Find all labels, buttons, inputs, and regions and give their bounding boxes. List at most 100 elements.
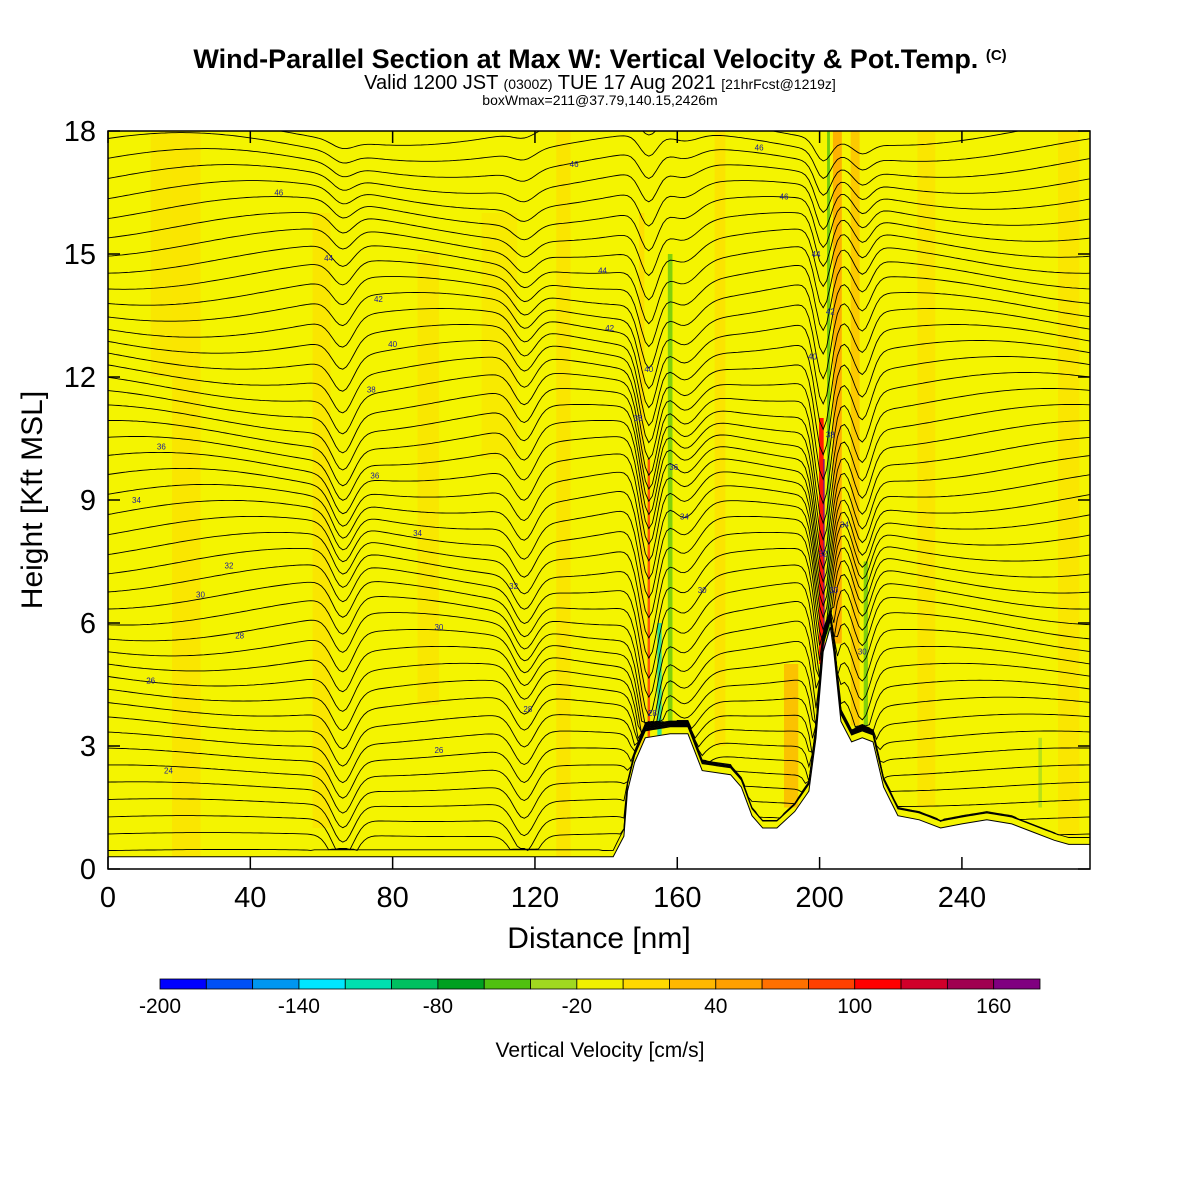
theta-contour-label: 46 <box>570 160 579 169</box>
colorbar-swatch <box>669 978 717 990</box>
theta-isoline <box>108 616 1090 814</box>
colorbar-swatch <box>391 978 439 990</box>
colorbar-swatch <box>483 978 531 990</box>
theta-isoline <box>108 388 1090 525</box>
theta-contour-label: 38 <box>634 414 643 423</box>
colorbar-swatch <box>761 978 809 990</box>
theta-contour-label: 40 <box>644 365 653 374</box>
theta-isoline <box>108 611 1090 727</box>
theta-contour-label: 26 <box>146 676 155 685</box>
boxwmax-info: boxWmax=211@37.79,140.15,2426m <box>482 92 718 108</box>
velocity-band <box>917 131 936 808</box>
theta-isoline <box>108 614 1090 756</box>
y-tick-label: 18 <box>64 116 96 148</box>
theta-isoline <box>108 617 1090 829</box>
colorbar-swatch <box>946 978 995 990</box>
x-axis-title: Distance [nm] <box>507 922 690 955</box>
x-tick-label: 200 <box>795 882 843 914</box>
y-tick-label: 15 <box>64 239 96 271</box>
theta-contour-label: 32 <box>509 582 518 591</box>
theta-isoline <box>108 404 1090 542</box>
velocity-band <box>657 623 662 771</box>
y-tick-label: 6 <box>80 608 96 640</box>
colorbar-tick-label: -140 <box>278 995 320 1018</box>
colorbar-swatch <box>576 978 624 990</box>
theta-contour-label: 30 <box>196 590 205 599</box>
theta-contour-label: 28 <box>648 709 657 718</box>
theta-isoline <box>108 260 1090 348</box>
theta-isoline <box>108 596 1090 717</box>
theta-contour-label: 46 <box>780 193 789 202</box>
theta-isoline <box>108 614 1090 767</box>
velocity-band <box>832 131 842 644</box>
theta-isoline <box>108 499 1090 619</box>
x-tick-label: 80 <box>377 882 409 914</box>
theta-isoline <box>108 308 1090 409</box>
theta-isoline <box>108 212 1090 277</box>
theta-isoline <box>108 132 1090 179</box>
theta-contour-label: 28 <box>523 705 532 714</box>
theta-isoline <box>108 276 1090 369</box>
plot-area: 46 46 46 46 44 44 44 42 42 42 40 40 40 38 38 38 36 36 36 34… <box>108 131 1090 869</box>
theta-contour-label: 26 <box>434 746 443 755</box>
colorbar-swatch <box>205 978 254 990</box>
velocity-band <box>714 131 726 746</box>
x-tick-label: 160 <box>653 882 701 914</box>
colorbar-swatch <box>252 978 300 990</box>
theta-contour-label: 42 <box>605 324 614 333</box>
y-tick-label: 0 <box>80 854 96 886</box>
theta-contour-label: 38 <box>826 430 835 439</box>
theta-isoline <box>108 356 1090 481</box>
theta-isoline <box>108 420 1090 557</box>
x-tick-label: 240 <box>938 882 986 914</box>
colorbar-tick-label: 100 <box>837 995 872 1018</box>
velocity-band <box>417 254 439 705</box>
colorbar-tick-label: -200 <box>139 995 181 1018</box>
theta-contour-label: 40 <box>388 340 397 349</box>
theta-contour-label: 42 <box>826 307 835 316</box>
theta-isoline <box>108 340 1090 456</box>
theta-contour-label: 46 <box>755 143 764 152</box>
colorbar-swatch <box>900 978 948 990</box>
theta-contour-label: 46 <box>274 189 283 198</box>
colorbar-swatch <box>808 978 856 990</box>
velocity-band <box>667 254 673 726</box>
colorbar-swatch <box>437 978 485 990</box>
theta-contour-label: 38 <box>367 385 376 394</box>
theta-isoline <box>108 436 1090 571</box>
theta-contour-label: 28 <box>235 631 244 640</box>
theta-isoline <box>108 292 1090 390</box>
theta-contour-label: 30 <box>698 586 707 595</box>
theta-isoline <box>108 180 1090 231</box>
velocity-band <box>639 213 645 808</box>
theta-contour-label: 36 <box>669 463 678 472</box>
theta-isoline <box>108 324 1090 431</box>
velocity-band <box>784 664 799 808</box>
theta-isoline <box>108 515 1090 631</box>
velocity-band <box>850 131 860 726</box>
colorbar-swatch <box>298 978 346 990</box>
theta-isoline <box>108 547 1090 659</box>
colorbar-title: Vertical Velocity [cm/s] <box>496 1039 705 1062</box>
x-axis: 0 40 80 120 160 200 240 <box>100 131 986 914</box>
theta-isoline <box>108 618 1090 852</box>
velocity-band <box>819 418 824 664</box>
theta-isoline <box>108 451 1090 584</box>
theta-contour-label: 34 <box>413 529 422 538</box>
colorbar-swatch <box>622 978 670 990</box>
theta-contour-label: 44 <box>812 250 821 259</box>
colorbar-swatch <box>715 978 763 990</box>
theta-contour-label: 36 <box>370 471 379 480</box>
x-tick-label: 0 <box>100 882 116 914</box>
velocity-band <box>1057 131 1080 837</box>
terrain <box>108 626 1090 869</box>
colorbar-swatch <box>854 978 902 990</box>
theta-isoline <box>108 372 1090 505</box>
title-main: Wind-Parallel Section at Max W: Vertical… <box>193 44 979 74</box>
theta-contours <box>108 131 1090 852</box>
theta-isoline <box>108 619 1090 851</box>
theta-contour-labels: 46 46 46 46 44 44 44 42 42 42 40 40 40 38 38 38 36 36 36 34… <box>132 143 867 775</box>
velocity-band <box>863 561 868 726</box>
